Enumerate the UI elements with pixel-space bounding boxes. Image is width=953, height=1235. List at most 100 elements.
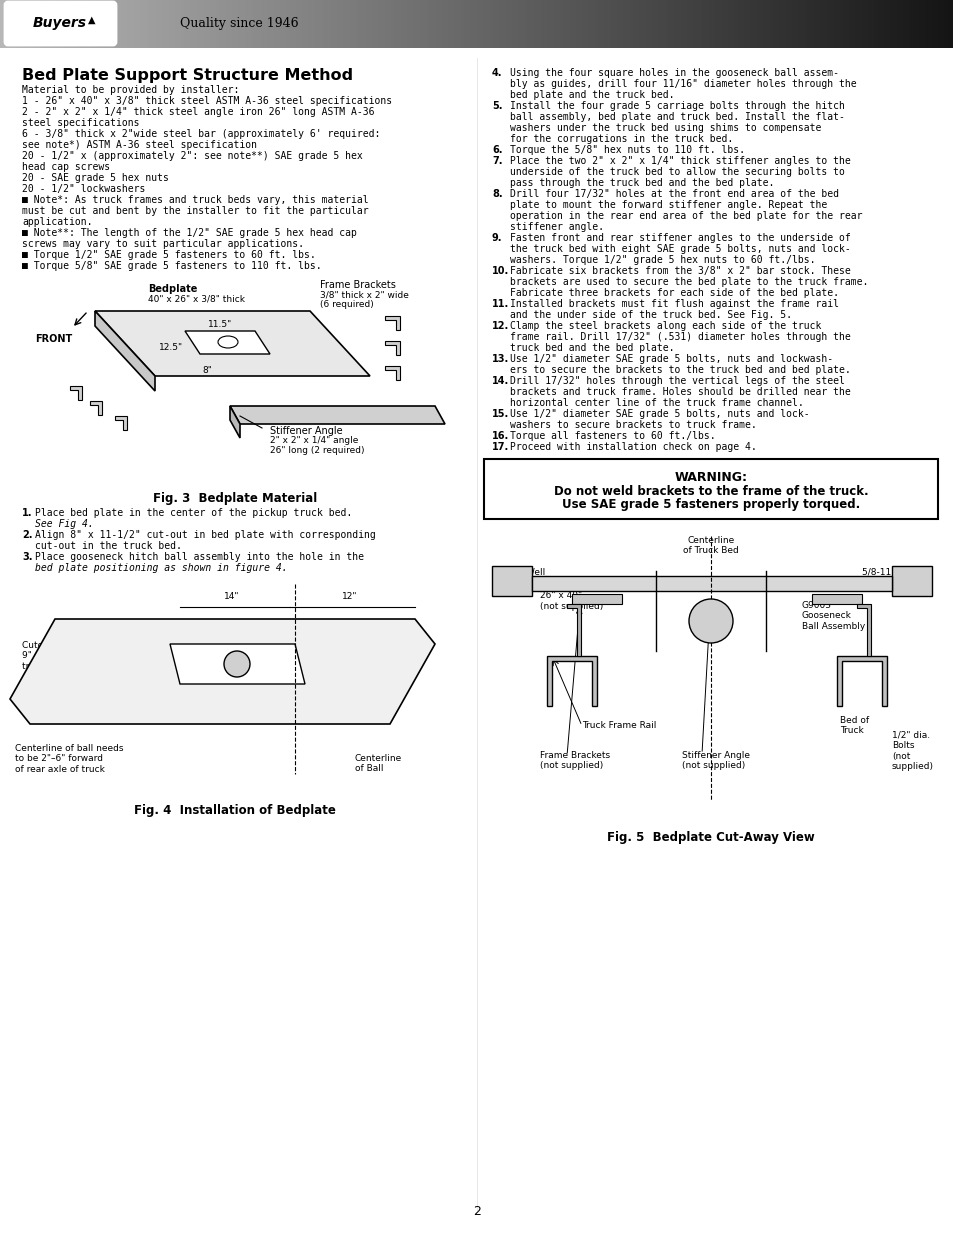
FancyBboxPatch shape bbox=[5, 2, 116, 44]
Text: FRONT: FRONT bbox=[35, 333, 72, 345]
Text: stiffener angle.: stiffener angle. bbox=[510, 222, 603, 232]
Text: Use 1/2" diameter SAE grade 5 bolts, nuts and lockwash-: Use 1/2" diameter SAE grade 5 bolts, nut… bbox=[510, 354, 832, 364]
Text: cut-out in the truck bed.: cut-out in the truck bed. bbox=[35, 541, 182, 551]
Text: washers under the truck bed using shims to compensate: washers under the truck bed using shims … bbox=[510, 124, 821, 133]
Text: Centerline of ball needs
to be 2"–6" forward
of rear axle of truck: Centerline of ball needs to be 2"–6" for… bbox=[15, 743, 123, 774]
Polygon shape bbox=[10, 619, 435, 724]
Circle shape bbox=[224, 651, 250, 677]
Text: Installed brackets must fit flush against the frame rail: Installed brackets must fit flush agains… bbox=[510, 299, 838, 309]
Text: 12.: 12. bbox=[492, 321, 509, 331]
Text: 11.5": 11.5" bbox=[208, 320, 232, 329]
Polygon shape bbox=[230, 406, 240, 438]
Text: Centerline
of Ball: Centerline of Ball bbox=[355, 755, 402, 773]
Text: 2 - 2" x 2" x 1/4" thick steel angle iron 26" long ASTM A-36: 2 - 2" x 2" x 1/4" thick steel angle iro… bbox=[22, 107, 375, 117]
Polygon shape bbox=[856, 604, 870, 656]
Text: 20 - SAE grade 5 hex nuts: 20 - SAE grade 5 hex nuts bbox=[22, 173, 169, 183]
Text: 8": 8" bbox=[202, 366, 212, 375]
Text: for the corrugations in the truck bed.: for the corrugations in the truck bed. bbox=[510, 135, 733, 144]
Text: Align 8" x 11-1/2" cut-out in bed plate with corresponding: Align 8" x 11-1/2" cut-out in bed plate … bbox=[35, 530, 375, 540]
Text: ■ Note**: The length of the 1/2" SAE grade 5 hex head cap: ■ Note**: The length of the 1/2" SAE gra… bbox=[22, 228, 356, 238]
Text: Use SAE grade 5 fasteners properly torqued.: Use SAE grade 5 fasteners properly torqu… bbox=[561, 498, 860, 511]
Text: Fabricate six brackets from the 3/8" x 2" bar stock. These: Fabricate six brackets from the 3/8" x 2… bbox=[510, 266, 850, 275]
Text: Torque the 5/8" hex nuts to 110 ft. lbs.: Torque the 5/8" hex nuts to 110 ft. lbs. bbox=[510, 144, 744, 156]
Text: 12": 12" bbox=[342, 592, 357, 601]
Text: plate to mount the forward stiffener angle. Repeat the: plate to mount the forward stiffener ang… bbox=[510, 200, 826, 210]
Bar bbox=[492, 566, 532, 597]
Text: Frame Brackets: Frame Brackets bbox=[319, 280, 395, 290]
Text: Do not weld brackets to the frame of the truck.: Do not weld brackets to the frame of the… bbox=[553, 485, 867, 498]
Text: 5/8-11 Carriage
Bolts (supplied): 5/8-11 Carriage Bolts (supplied) bbox=[862, 568, 932, 588]
Ellipse shape bbox=[218, 336, 237, 348]
Text: and the under side of the truck bed. See Fig. 5.: and the under side of the truck bed. See… bbox=[510, 310, 791, 320]
Text: Bed Plate Support Structure Method: Bed Plate Support Structure Method bbox=[22, 68, 353, 83]
Text: ers to secure the brackets to the truck bed and bed plate.: ers to secure the brackets to the truck … bbox=[510, 366, 850, 375]
Text: Material to be provided by installer:: Material to be provided by installer: bbox=[22, 85, 239, 95]
Text: Buyers: Buyers bbox=[33, 16, 87, 31]
Text: 1/2" dia.
Bolts
(not
supplied): 1/2" dia. Bolts (not supplied) bbox=[891, 731, 933, 771]
Text: 8.: 8. bbox=[492, 189, 502, 199]
Text: 17.: 17. bbox=[492, 442, 509, 452]
Text: Fasten front and rear stiffener angles to the underside of: Fasten front and rear stiffener angles t… bbox=[510, 233, 850, 243]
Text: 20 - 1/2" lockwashers: 20 - 1/2" lockwashers bbox=[22, 184, 145, 194]
Polygon shape bbox=[385, 341, 399, 354]
FancyBboxPatch shape bbox=[483, 459, 937, 519]
Text: washers. Torque 1/2" grade 5 hex nuts to 60 ft./lbs.: washers. Torque 1/2" grade 5 hex nuts to… bbox=[510, 254, 815, 266]
Text: Fig. 3  Bedplate Material: Fig. 3 Bedplate Material bbox=[152, 492, 316, 505]
Text: ball assembly, bed plate and truck bed. Install the flat-: ball assembly, bed plate and truck bed. … bbox=[510, 112, 844, 122]
Bar bbox=[532, 576, 891, 592]
Text: horizontal center line of the truck frame channel.: horizontal center line of the truck fram… bbox=[510, 398, 803, 408]
Text: 3/8" thick x 2" wide: 3/8" thick x 2" wide bbox=[319, 290, 409, 299]
Text: bed plate positioning as shown in figure 4.: bed plate positioning as shown in figure… bbox=[35, 563, 287, 573]
Text: steel specifications: steel specifications bbox=[22, 119, 139, 128]
Text: Bed of
Truck: Bed of Truck bbox=[840, 716, 868, 735]
Text: brackets are used to secure the bed plate to the truck frame.: brackets are used to secure the bed plat… bbox=[510, 277, 867, 287]
Bar bbox=[891, 566, 931, 597]
Text: application.: application. bbox=[22, 217, 92, 227]
Polygon shape bbox=[70, 387, 82, 400]
Text: 11.5": 11.5" bbox=[98, 694, 122, 703]
Text: bly as guides, drill four 11/16" diameter holes through the: bly as guides, drill four 11/16" diamete… bbox=[510, 79, 856, 89]
Text: Cutout needs to be
9" x 11.5" in bed of
truck and bedplate: Cutout needs to be 9" x 11.5" in bed of … bbox=[22, 641, 110, 671]
Text: See Fig 4.: See Fig 4. bbox=[35, 519, 93, 529]
Text: 1.: 1. bbox=[22, 508, 32, 517]
Text: Place bed plate in the center of the pickup truck bed.: Place bed plate in the center of the pic… bbox=[35, 508, 352, 517]
Text: operation in the rear end area of the bed plate for the rear: operation in the rear end area of the be… bbox=[510, 211, 862, 221]
Text: 11.: 11. bbox=[492, 299, 509, 309]
Text: 20 - 1/2" x (approximately 2": see note**) SAE grade 5 hex: 20 - 1/2" x (approximately 2": see note*… bbox=[22, 151, 362, 161]
Text: 4": 4" bbox=[305, 697, 314, 706]
Text: truck bed and the bed plate.: truck bed and the bed plate. bbox=[510, 343, 674, 353]
Text: 5.: 5. bbox=[492, 101, 502, 111]
Polygon shape bbox=[566, 604, 580, 656]
Text: G9003
Gooseneck
Ball Assembly: G9003 Gooseneck Ball Assembly bbox=[801, 601, 864, 631]
Text: Fabricate three brackets for each side of the bed plate.: Fabricate three brackets for each side o… bbox=[510, 288, 838, 298]
Text: ▲: ▲ bbox=[89, 15, 95, 25]
Text: Drill 17/32" holes through the vertical legs of the steel: Drill 17/32" holes through the vertical … bbox=[510, 375, 844, 387]
Text: 10.: 10. bbox=[492, 266, 509, 275]
Text: Place the two 2" x 2" x 1/4" thick stiffener angles to the: Place the two 2" x 2" x 1/4" thick stiff… bbox=[510, 156, 850, 165]
Bar bbox=[811, 594, 862, 604]
Text: washers to secure brackets to truck frame.: washers to secure brackets to truck fram… bbox=[510, 420, 756, 430]
Polygon shape bbox=[115, 416, 127, 430]
Text: Bedplate: Bedplate bbox=[148, 284, 197, 294]
Text: 14.: 14. bbox=[492, 375, 509, 387]
Text: Stiffener Angle: Stiffener Angle bbox=[270, 426, 342, 436]
Text: Fig. 4  Installation of Bedplate: Fig. 4 Installation of Bedplate bbox=[134, 804, 335, 818]
Text: 16.: 16. bbox=[492, 431, 509, 441]
Text: Centerline
of Truck Bed: Centerline of Truck Bed bbox=[310, 641, 365, 661]
Text: ■ Torque 5/8" SAE grade 5 fasteners to 110 ft. lbs.: ■ Torque 5/8" SAE grade 5 fasteners to 1… bbox=[22, 261, 321, 270]
Text: see note*) ASTM A-36 steel specification: see note*) ASTM A-36 steel specification bbox=[22, 140, 256, 149]
Polygon shape bbox=[95, 311, 154, 391]
Text: head cap screws: head cap screws bbox=[22, 162, 110, 172]
Text: Frame Brackets
(not supplied): Frame Brackets (not supplied) bbox=[539, 751, 610, 771]
Text: 1 - 26" x 40" x 3/8" thick steel ASTM A-36 steel specifications: 1 - 26" x 40" x 3/8" thick steel ASTM A-… bbox=[22, 96, 392, 106]
Text: brackets and truck frame. Holes should be drilled near the: brackets and truck frame. Holes should b… bbox=[510, 387, 850, 396]
Text: 14": 14" bbox=[224, 592, 239, 601]
Text: Truck Frame Rail: Truck Frame Rail bbox=[581, 721, 656, 730]
Text: 7.5": 7.5" bbox=[345, 694, 364, 703]
Text: Fender Well
of Truck: Fender Well of Truck bbox=[492, 568, 545, 588]
Text: 12.5": 12.5" bbox=[159, 342, 183, 352]
Text: Install the four grade 5 carriage bolts through the hitch: Install the four grade 5 carriage bolts … bbox=[510, 101, 844, 111]
Text: must be cut and bent by the installer to fit the particular: must be cut and bent by the installer to… bbox=[22, 206, 368, 216]
Text: 15.: 15. bbox=[492, 409, 509, 419]
Text: 4.: 4. bbox=[492, 68, 502, 78]
